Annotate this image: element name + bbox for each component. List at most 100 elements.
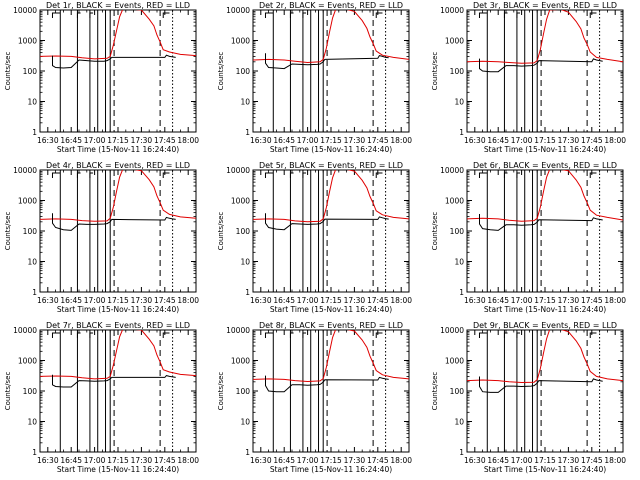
x-tick-label: 18:00 [604,296,626,305]
y-tick-label: 10 [454,418,464,427]
panel-title: Det 9r, BLACK = Events, RED = LLD [473,321,617,330]
plot-area [253,330,409,452]
x-tick-label: 16:45 [273,296,295,305]
plot-area [253,170,409,292]
bracket-mark [589,172,597,178]
x-axis-label: Start Time (15-Nov-11 16:24:40) [484,305,606,314]
events-series-line [52,54,176,69]
x-tick-label: 17:00 [297,456,319,465]
bracket-mark [302,332,307,338]
lld-series-line [40,330,196,380]
y-tick-label: 1000 [445,357,464,366]
x-tick-label: 17:00 [84,296,106,305]
lld-series-line [40,170,196,222]
x-tick-label: 16:30 [250,136,272,145]
y-tick-label: 10000 [13,326,37,335]
bracket-mark [503,12,508,18]
plot-area [467,170,623,292]
y-tick-label: 10 [240,418,250,427]
y-tick-label: 10000 [226,6,250,15]
x-tick-label: 18:00 [390,136,412,145]
y-tick-label: 10000 [440,6,464,15]
events-series-line [265,213,389,231]
x-tick-label: 17:30 [131,136,153,145]
y-tick-label: 1 [32,288,37,297]
y-tick-label: 1000 [445,197,464,206]
x-tick-label: 17:45 [581,296,603,305]
bracket-mark [89,172,94,178]
plot-area [40,330,196,452]
x-axis-label: Start Time (15-Nov-11 16:24:40) [57,145,179,154]
x-tick-label: 16:30 [250,296,272,305]
y-tick-label: 10 [27,98,37,107]
panel-title: Det 3r, BLACK = Events, RED = LLD [473,1,617,10]
x-tick-label: 16:45 [487,456,509,465]
y-axis-label: Counts/sec [431,52,439,91]
y-axis-label: Counts/sec [217,52,225,91]
y-tick-label: 10 [454,258,464,267]
lld-series-line [467,10,623,64]
x-tick-label: 17:30 [344,456,366,465]
y-tick-label: 1 [459,128,464,137]
y-tick-label: 100 [236,227,251,236]
x-tick-label: 17:00 [511,456,533,465]
y-tick-label: 1 [245,128,250,137]
bracket-mark [375,332,383,338]
bracket-mark [289,12,294,18]
y-axis-label: Counts/sec [217,212,225,251]
x-tick-label: 18:00 [390,296,412,305]
panel-title: Det 6r, BLACK = Events, RED = LLD [473,161,617,170]
bracket-mark [478,172,488,178]
panel-7: 1 10 100 1000 10000 16:30 16:45 17:00 17:15 17:30… [4,321,199,474]
y-tick-label: 100 [450,67,465,76]
events-series-line [265,375,389,393]
bracket-mark [478,12,488,18]
x-tick-label: 16:30 [37,136,59,145]
x-tick-label: 16:45 [60,456,82,465]
y-axis-label: Counts/sec [217,372,225,411]
panel-title: Det 8r, BLACK = Events, RED = LLD [259,321,403,330]
y-tick-label: 1000 [231,37,250,46]
panel-title: Det 5r, BLACK = Events, RED = LLD [259,161,403,170]
x-tick-label: 16:30 [464,136,486,145]
x-tick-label: 17:15 [320,296,342,305]
x-tick-label: 17:30 [344,296,366,305]
panel-2: 1 10 100 1000 10000 16:30 16:45 17:00 17:15 17:30… [217,1,412,154]
x-tick-label: 17:45 [367,296,389,305]
y-tick-label: 1 [459,448,464,457]
y-tick-label: 100 [450,387,465,396]
plot-area [40,10,196,132]
lld-series-line [467,330,623,384]
y-tick-label: 10 [454,98,464,107]
x-tick-label: 17:30 [558,296,580,305]
bracket-mark [302,172,307,178]
x-axis-label: Start Time (15-Nov-11 16:24:40) [57,305,179,314]
bracket-mark [76,12,81,18]
bracket-mark [89,332,94,338]
bracket-mark [289,332,294,338]
bracket-mark [589,332,597,338]
x-tick-label: 17:30 [558,456,580,465]
x-tick-label: 17:45 [367,136,389,145]
lld-series-line [467,170,623,222]
x-tick-label: 16:30 [464,296,486,305]
bracket-mark [516,332,521,338]
x-axis-label: Start Time (15-Nov-11 16:24:40) [270,305,392,314]
panel-title: Det 1r, BLACK = Events, RED = LLD [46,1,190,10]
x-tick-label: 16:30 [250,456,272,465]
x-tick-label: 16:30 [464,456,486,465]
bracket-mark [302,12,307,18]
y-tick-label: 100 [236,387,251,396]
y-tick-label: 10 [240,98,250,107]
bracket-mark [162,12,170,18]
bracket-mark [162,332,170,338]
x-tick-label: 17:15 [534,456,556,465]
x-tick-label: 17:00 [297,136,319,145]
events-series-line [479,58,603,73]
x-tick-label: 17:45 [581,136,603,145]
y-tick-label: 10000 [226,326,250,335]
y-tick-label: 10000 [440,326,464,335]
x-tick-label: 17:30 [131,296,153,305]
events-series-line [479,214,603,231]
x-tick-label: 17:30 [131,456,153,465]
